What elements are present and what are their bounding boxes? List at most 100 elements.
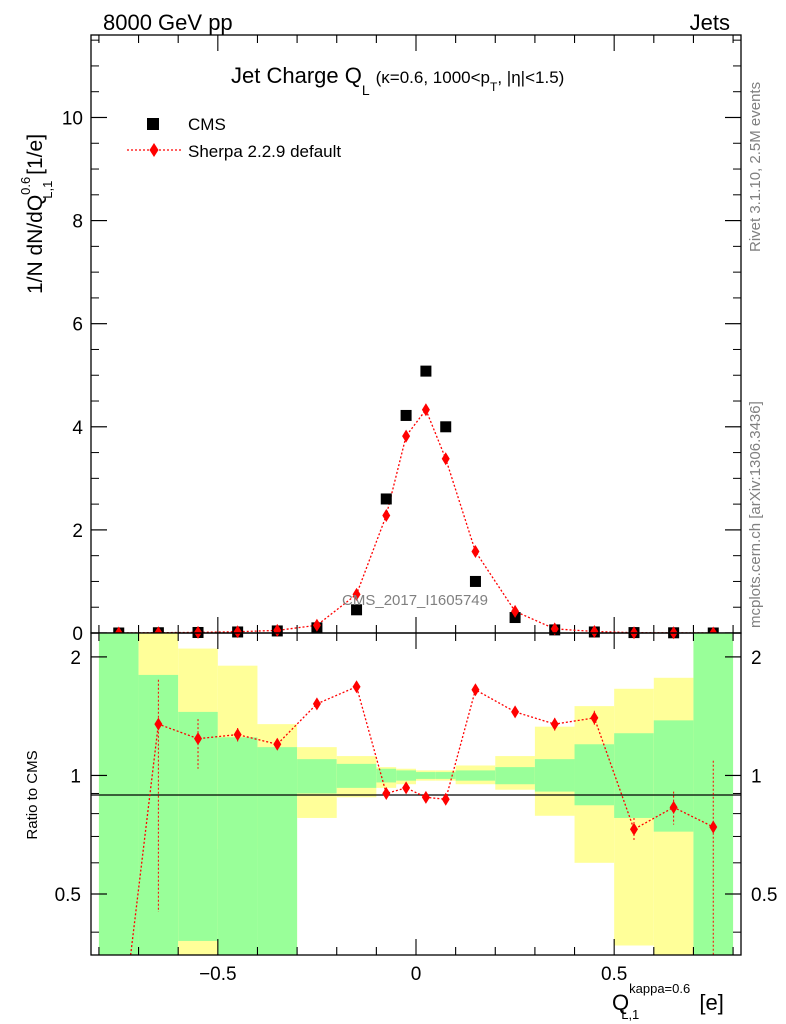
main-axis-ticks: 0 2 4 6 8 10 (62, 35, 741, 645)
ratio-y-tick-label: 2 (70, 648, 81, 669)
sherpa-main-line (118, 408, 714, 634)
sherpa-ratio-point (194, 732, 203, 746)
ratio-y-tick-label: 0.5 (55, 885, 81, 906)
plot-title-extra: (κ=0.6, 1000<p (376, 68, 490, 87)
ratio-inner-band (574, 744, 615, 806)
plot-title: Jet Charge QL (κ=0.6, 1000<pT, |η|<1.5) (231, 63, 564, 98)
ratio-inner-band (534, 759, 575, 792)
sherpa-main-point (382, 508, 391, 522)
main-y-axis-label-sub: L,1 (40, 181, 55, 199)
main-y-axis-label-sup: 0.6 (18, 177, 33, 195)
sherpa-main-point (471, 545, 480, 559)
sherpa-ratio-point (382, 786, 391, 800)
watermark: CMS_2017_I1605749 (342, 592, 488, 609)
ratio-inner-band (396, 770, 416, 781)
ratio-inner-band (376, 768, 397, 783)
sherpa-ratio-point (471, 683, 480, 697)
main-y-axis-label-unit: [1/e] (24, 134, 47, 181)
main-y-axis-label: 1/N dN/dQ0.6 L,1 [1/e] (18, 134, 55, 294)
cms-data-point (420, 365, 432, 377)
sherpa-main-point (233, 625, 242, 639)
ratio-frame (90, 632, 742, 956)
legend: CMS Sherpa 2.2.9 default (127, 115, 341, 161)
ratio-x-axis-label-unit: [e] (693, 990, 724, 1015)
plot-title-extra-end: , |η|<1.5) (497, 68, 564, 87)
main-y-tick-label: 2 (72, 521, 83, 542)
sherpa-ratio-point (154, 717, 163, 731)
process-label: Jets (690, 10, 730, 35)
cms-data-point (351, 604, 363, 616)
sherpa-ratio-point (233, 728, 242, 742)
sherpa-ratio-point (709, 820, 718, 834)
cms-data-point (469, 575, 481, 587)
sherpa-ratio-point (312, 697, 321, 711)
ratio-inner-band (495, 767, 535, 785)
ratio-inner-band (217, 737, 258, 955)
legend-sherpa-label: Sherpa 2.2.9 default (188, 142, 341, 161)
sherpa-ratio-point (550, 717, 559, 731)
ratio-uncertainty-bands (98, 633, 734, 955)
sherpa-ratio-point (629, 822, 638, 836)
sherpa-main-point (421, 403, 430, 417)
sherpa-ratio-point (669, 800, 678, 814)
main-y-tick-label: 8 (72, 212, 83, 233)
ratio-y-tick-label-right: 1 (751, 766, 762, 787)
sherpa-main-point (511, 604, 520, 618)
cms-data-point (400, 409, 412, 421)
ratio-inner-band (416, 772, 436, 779)
plot-title-sub: L (362, 82, 370, 98)
cms-data-point (380, 493, 392, 505)
main-y-tick-label: 4 (72, 418, 83, 439)
sherpa-ratio-line (129, 685, 714, 956)
plot-title-main: Jet Charge Q (231, 63, 362, 88)
sherpa-main-point (273, 623, 282, 637)
rivet-version-label: Rivet 3.1.10, 2.5M events (747, 82, 764, 252)
collision-label: 8000 GeV pp (103, 10, 233, 35)
main-y-tick-label: 6 (72, 315, 83, 336)
ratio-x-tick-label: −0.5 (199, 964, 237, 985)
ratio-axis-ticks: 0.5 0.5 1 1 2 2 −0.5 0 0.5 (55, 633, 777, 985)
ratio-inner-band (336, 763, 377, 788)
ratio-inner-band (455, 770, 496, 781)
sherpa-ratio-point (402, 781, 411, 795)
ratio-y-tick-label: 1 (70, 766, 81, 787)
ratio-x-axis-label-main: Q (612, 990, 629, 1015)
ratio-panel: 0.5 0.5 1 1 2 2 −0.5 0 0.5 Ratio to CMS Qkappa=0… (24, 632, 777, 1022)
sherpa-ratio-point (590, 711, 599, 725)
ratio-x-axis-label: Qkappa=0.6 L,1 [e] (612, 981, 724, 1022)
main-panel: 0 2 4 6 8 10 CMS_2017_I1605749 Jet Charge QL (… (18, 34, 742, 645)
ratio-inner-band (257, 747, 298, 955)
sherpa-main-point (402, 429, 411, 443)
sherpa-main-point (352, 587, 361, 601)
sherpa-main-point (590, 624, 599, 638)
ratio-inner-band (435, 772, 456, 779)
ratio-y-tick-label-right: 0.5 (751, 885, 777, 906)
ratio-y-axis-label: Ratio to CMS (24, 750, 41, 839)
sherpa-main-point (312, 618, 321, 632)
legend-cms-marker (147, 118, 159, 130)
ratio-series-layer (129, 679, 718, 956)
sherpa-ratio-point (511, 705, 520, 719)
legend-sherpa-marker (149, 143, 159, 157)
sherpa-main-point (550, 622, 559, 636)
sherpa-ratio-point (352, 680, 361, 694)
legend-cms-label: CMS (188, 115, 226, 134)
ratio-x-tick-label: 0.5 (601, 964, 627, 985)
source-url-label: mcplots.cern.ch [arXiv:1306.3436] (747, 401, 764, 628)
sherpa-main-point (441, 452, 450, 466)
sherpa-ratio-point (273, 737, 282, 751)
ratio-inner-band (98, 633, 139, 955)
ratio-x-axis-label-sup: kappa=0.6 (629, 981, 690, 996)
ratio-inner-band (297, 759, 337, 794)
ratio-x-tick-label: 0 (411, 964, 422, 985)
sherpa-ratio-point (421, 790, 430, 804)
main-y-tick-label: 0 (72, 624, 83, 645)
main-y-tick-label: 10 (62, 108, 83, 129)
ratio-x-axis-label-sub: L,1 (621, 1007, 639, 1022)
sherpa-ratio-point (441, 792, 450, 806)
main-y-axis-label-main: 1/N dN/dQ (24, 195, 47, 294)
cms-data-point (440, 421, 452, 433)
ratio-inner-band (178, 711, 218, 941)
ratio-inner-band (614, 733, 654, 818)
